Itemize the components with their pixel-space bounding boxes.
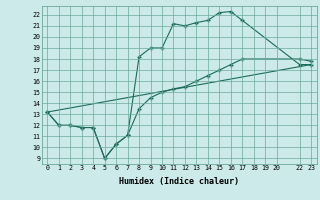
X-axis label: Humidex (Indice chaleur): Humidex (Indice chaleur) (119, 177, 239, 186)
